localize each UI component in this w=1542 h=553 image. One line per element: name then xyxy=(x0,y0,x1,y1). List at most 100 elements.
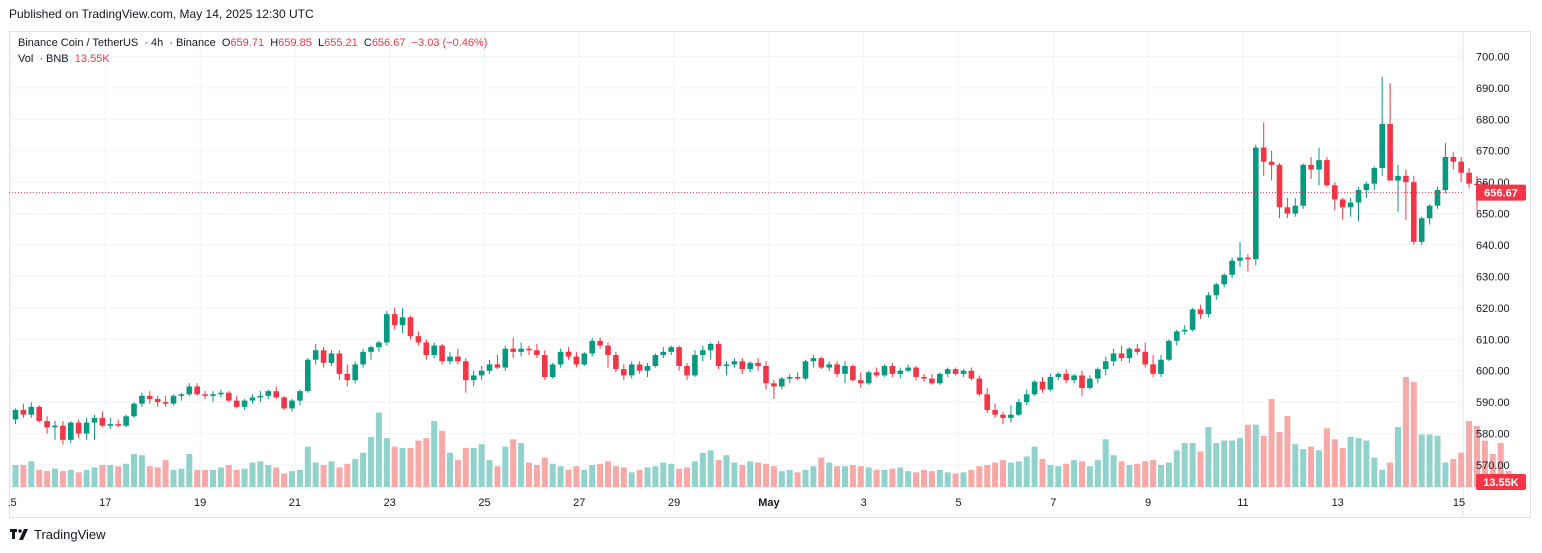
candle xyxy=(1142,342,1148,368)
volume-bar xyxy=(296,469,303,487)
candle xyxy=(257,391,264,403)
interval-label[interactable]: 4h xyxy=(151,37,164,49)
time-tick-label: 23 xyxy=(384,497,396,509)
candle xyxy=(747,361,753,373)
volume-bar xyxy=(1323,428,1330,487)
candle-body xyxy=(83,422,90,434)
volume-bar xyxy=(59,471,66,487)
candle-body xyxy=(628,364,635,376)
tradingview-logo-icon xyxy=(10,528,28,540)
time-axis[interactable]: 15 17 19 21 23 25 27 29 May 3 5 7 9 11 13 15 xyxy=(9,497,1465,509)
volume-bar xyxy=(217,467,224,487)
volume-bar xyxy=(1410,381,1417,487)
volume-bar xyxy=(597,463,604,487)
volume-bar xyxy=(1244,424,1251,487)
volume-bar xyxy=(1126,465,1133,487)
time-tick-label: May xyxy=(758,497,780,509)
volume-bar xyxy=(225,465,232,487)
price-tick-label: 590.00 xyxy=(1476,397,1510,409)
candle-body xyxy=(1411,182,1417,242)
candle xyxy=(376,340,382,352)
candle xyxy=(739,358,746,374)
candle-body xyxy=(75,422,82,434)
volume-bar xyxy=(865,467,872,487)
candle-body xyxy=(589,340,595,354)
candle-body xyxy=(297,391,303,401)
candle xyxy=(1426,204,1433,225)
tradingview-logo[interactable]: TradingView xyxy=(10,527,106,542)
volume-bar xyxy=(447,452,453,487)
volume-bar xyxy=(1221,440,1228,487)
candle-body xyxy=(147,395,153,399)
volume-bar xyxy=(1347,436,1354,487)
candle-body xyxy=(1284,207,1291,214)
candle xyxy=(1276,163,1283,219)
candle-body xyxy=(1102,361,1109,370)
volume-bar xyxy=(186,454,193,487)
volume-bar xyxy=(462,447,469,487)
candle xyxy=(858,372,864,388)
candle-body xyxy=(1474,183,1480,186)
candle xyxy=(565,347,572,360)
candle xyxy=(273,386,279,399)
candle xyxy=(715,340,722,370)
volume-bar xyxy=(573,466,580,487)
candle-body xyxy=(668,347,674,352)
candle-body xyxy=(99,417,106,426)
candle-body xyxy=(210,394,216,396)
candle xyxy=(921,373,927,382)
candle-body xyxy=(1276,164,1283,208)
candle xyxy=(652,353,659,368)
candle xyxy=(794,372,801,381)
candle xyxy=(802,359,809,381)
candle-body xyxy=(1434,190,1441,206)
time-tick-label: 15 xyxy=(1453,497,1465,509)
candle-body xyxy=(1197,309,1204,315)
candle xyxy=(929,373,935,385)
candle xyxy=(1016,399,1022,417)
candle-body xyxy=(1418,218,1425,242)
candle-body xyxy=(1253,147,1259,260)
candle xyxy=(913,366,919,381)
candle-body xyxy=(802,361,809,379)
volume-bar xyxy=(944,472,951,487)
candle xyxy=(1411,175,1417,245)
candle-body xyxy=(1316,160,1322,170)
volume-bar xyxy=(1071,460,1078,487)
candle-body xyxy=(573,356,580,365)
candle-body xyxy=(865,372,872,384)
candle xyxy=(20,403,27,418)
candle-body xyxy=(273,391,279,398)
symbol-name[interactable]: Binance Coin / TetherUS xyxy=(18,37,139,49)
candle xyxy=(1403,169,1409,220)
candle xyxy=(1237,241,1243,267)
candle-body xyxy=(684,366,690,376)
candle-body xyxy=(186,386,193,395)
candle-body xyxy=(944,369,951,374)
candle-body xyxy=(794,377,801,379)
price-axis[interactable]: 570.00 580.00 590.00 600.00 610.00 620.00 630.… xyxy=(1476,51,1510,472)
volume-bar xyxy=(162,460,169,487)
candle xyxy=(1063,369,1069,384)
volume-label[interactable]: Vol xyxy=(18,53,34,65)
volume-bar xyxy=(1450,458,1457,487)
candle-body xyxy=(1000,414,1006,418)
volume-bar xyxy=(502,446,509,487)
candlestick-chart[interactable]: 570.00 580.00 590.00 600.00 610.00 620.00 630.… xyxy=(9,31,1531,518)
volume-bar xyxy=(1189,443,1196,487)
candle xyxy=(36,405,42,423)
candle-body xyxy=(779,378,785,387)
candle-body xyxy=(1442,157,1449,190)
candle xyxy=(1292,197,1299,217)
candle-body xyxy=(1031,381,1038,395)
candle-body xyxy=(700,350,706,355)
candle-body xyxy=(36,406,42,421)
volume-bar xyxy=(747,461,754,487)
volume-bar xyxy=(67,469,74,487)
candle-body xyxy=(1134,348,1141,352)
time-tick-label: 11 xyxy=(1237,497,1248,509)
candle-body xyxy=(913,367,919,377)
candle-body xyxy=(739,361,746,370)
volume-bar xyxy=(1379,469,1386,487)
candle xyxy=(557,348,564,368)
